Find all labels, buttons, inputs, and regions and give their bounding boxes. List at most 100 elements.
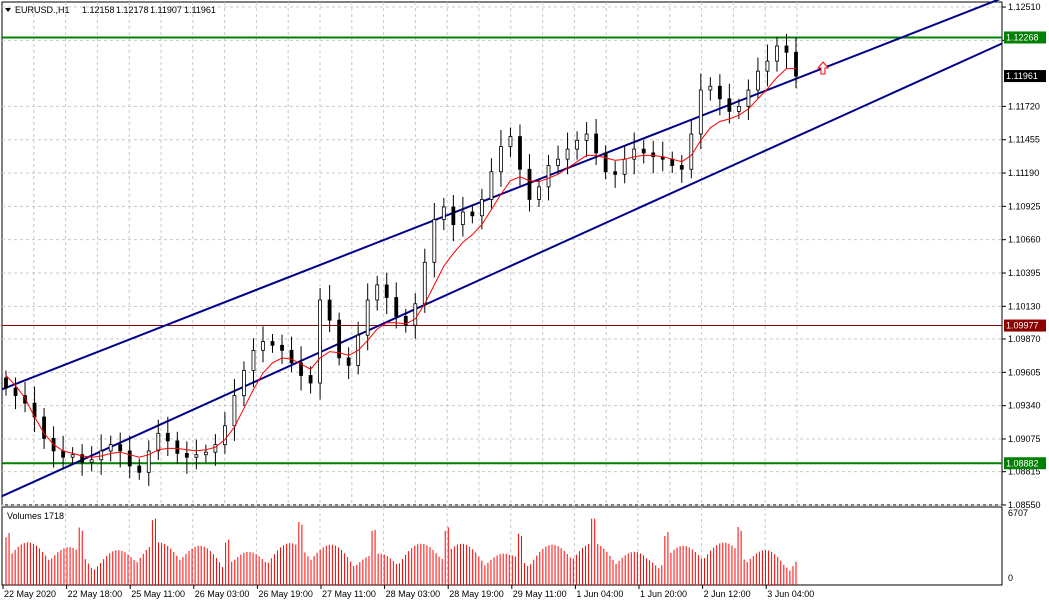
- horizontal-levels[interactable]: 1.12268 1.08882 1.09977 1.11961: [2, 31, 1046, 470]
- candle: [23, 382, 27, 413]
- y-tick-label: 1.10660: [1008, 235, 1041, 245]
- candle: [441, 197, 446, 231]
- y-tick-label: 1.09075: [1008, 434, 1041, 444]
- candle: [232, 378, 237, 441]
- candle: [727, 83, 732, 124]
- candle: [337, 312, 342, 366]
- candle: [194, 439, 199, 470]
- candle: [280, 334, 284, 364]
- channel-upper-line[interactable]: [1, 0, 1002, 391]
- price-axis: 1.125101.122451.117201.114551.111901.109…: [1002, 2, 1041, 510]
- candle: [203, 444, 208, 463]
- volume-bars: [5, 518, 797, 585]
- candle: [679, 154, 684, 183]
- candle: [375, 275, 380, 311]
- candle: [575, 131, 579, 160]
- candle: [413, 293, 418, 339]
- y-tick-label: 1.12510: [1008, 2, 1041, 12]
- header-close: 1.11961: [184, 5, 216, 15]
- time-axis: 22 May 2020 22 May 18:00 25 May 11:00 26 Ma…: [2, 585, 814, 599]
- candle: [470, 204, 475, 224]
- candle: [403, 308, 408, 333]
- svg-text:1.11961: 1.11961: [1006, 71, 1038, 81]
- candle: [251, 338, 256, 388]
- x-tick-label: 26 May 03:00: [195, 589, 250, 599]
- volume-pane[interactable]: [1, 506, 1003, 586]
- candle: [632, 132, 637, 175]
- candle: [794, 37, 798, 89]
- candle: [346, 347, 351, 379]
- candle: [384, 272, 389, 315]
- candle: [460, 196, 465, 237]
- current-price-label: 1.11961: [1004, 70, 1046, 83]
- x-tick-label: 25 May 11:00: [131, 589, 185, 599]
- candle: [784, 33, 789, 69]
- candle: [223, 412, 227, 454]
- candle: [13, 377, 18, 410]
- candle: [765, 44, 770, 87]
- candle: [165, 416, 170, 456]
- candle: [499, 130, 503, 187]
- candle: [146, 440, 151, 486]
- x-tick-label: 22 May 2020: [4, 589, 56, 599]
- level-support[interactable]: 1.08882: [2, 457, 1046, 470]
- level-resistance[interactable]: 1.12268: [2, 31, 1046, 44]
- x-tick-label: 2 Jun 12:00: [704, 589, 751, 599]
- candle: [89, 446, 94, 472]
- candle: [594, 118, 599, 165]
- candle: [137, 458, 142, 480]
- y-tick-label: 1.09340: [1008, 401, 1041, 411]
- moving-average-line: [5, 68, 796, 458]
- header-high: 1.12178: [116, 5, 149, 15]
- candle: [641, 140, 646, 164]
- x-tick-label: 3 Jun 04:00: [767, 589, 814, 599]
- x-tick-label: 1 Jun 20:00: [640, 589, 687, 599]
- candle: [603, 145, 608, 180]
- candle: [156, 419, 161, 460]
- candle: [489, 158, 494, 209]
- price-pane[interactable]: [1, 1, 1003, 506]
- candle: [565, 132, 570, 175]
- volume-min-label: 0: [1008, 573, 1013, 583]
- candle: [299, 346, 303, 391]
- candle: [775, 36, 779, 72]
- symbol-menu-icon[interactable]: [5, 8, 11, 12]
- candle: [213, 434, 218, 466]
- y-tick-label: 1.10395: [1008, 268, 1041, 278]
- x-tick-label: 22 May 18:00: [68, 589, 123, 599]
- buy-arrow-icon[interactable]: [816, 61, 830, 75]
- y-tick-label: 1.10130: [1008, 301, 1041, 311]
- candle: [118, 432, 123, 468]
- header-symbol: EURUSD.,H1: [15, 5, 70, 15]
- x-tick-label: 26 May 19:00: [258, 589, 313, 599]
- level-mid-level[interactable]: 1.09977: [2, 319, 1046, 332]
- candle: [527, 154, 532, 212]
- candle: [108, 435, 113, 462]
- candle: [242, 361, 246, 407]
- candle: [698, 73, 703, 150]
- trend-channel[interactable]: [1, 0, 1003, 498]
- x-tick-label: 28 May 03:00: [386, 589, 441, 599]
- candle: [80, 444, 85, 476]
- channel-lower-line[interactable]: [1, 42, 1003, 498]
- candle: [518, 124, 522, 186]
- x-tick-label: 27 May 11:00: [322, 589, 376, 599]
- y-tick-label: 1.11455: [1008, 135, 1040, 145]
- header-low: 1.11907: [150, 5, 182, 15]
- candle: [708, 77, 713, 101]
- grid: [2, 2, 1002, 585]
- candle: [746, 79, 751, 120]
- y-tick-label: 1.09605: [1008, 367, 1041, 377]
- candle: [717, 74, 722, 116]
- svg-text:1.08882: 1.08882: [1006, 458, 1039, 468]
- candle: [261, 326, 265, 363]
- volume-label: Volumes 1718: [7, 511, 64, 521]
- y-tick-label: 1.08815: [1008, 467, 1041, 477]
- candle: [613, 161, 618, 188]
- volume-max-label: 6707: [1008, 508, 1028, 518]
- candle: [308, 366, 313, 394]
- candles: [4, 33, 798, 486]
- x-tick-label: 29 May 11:00: [513, 589, 567, 599]
